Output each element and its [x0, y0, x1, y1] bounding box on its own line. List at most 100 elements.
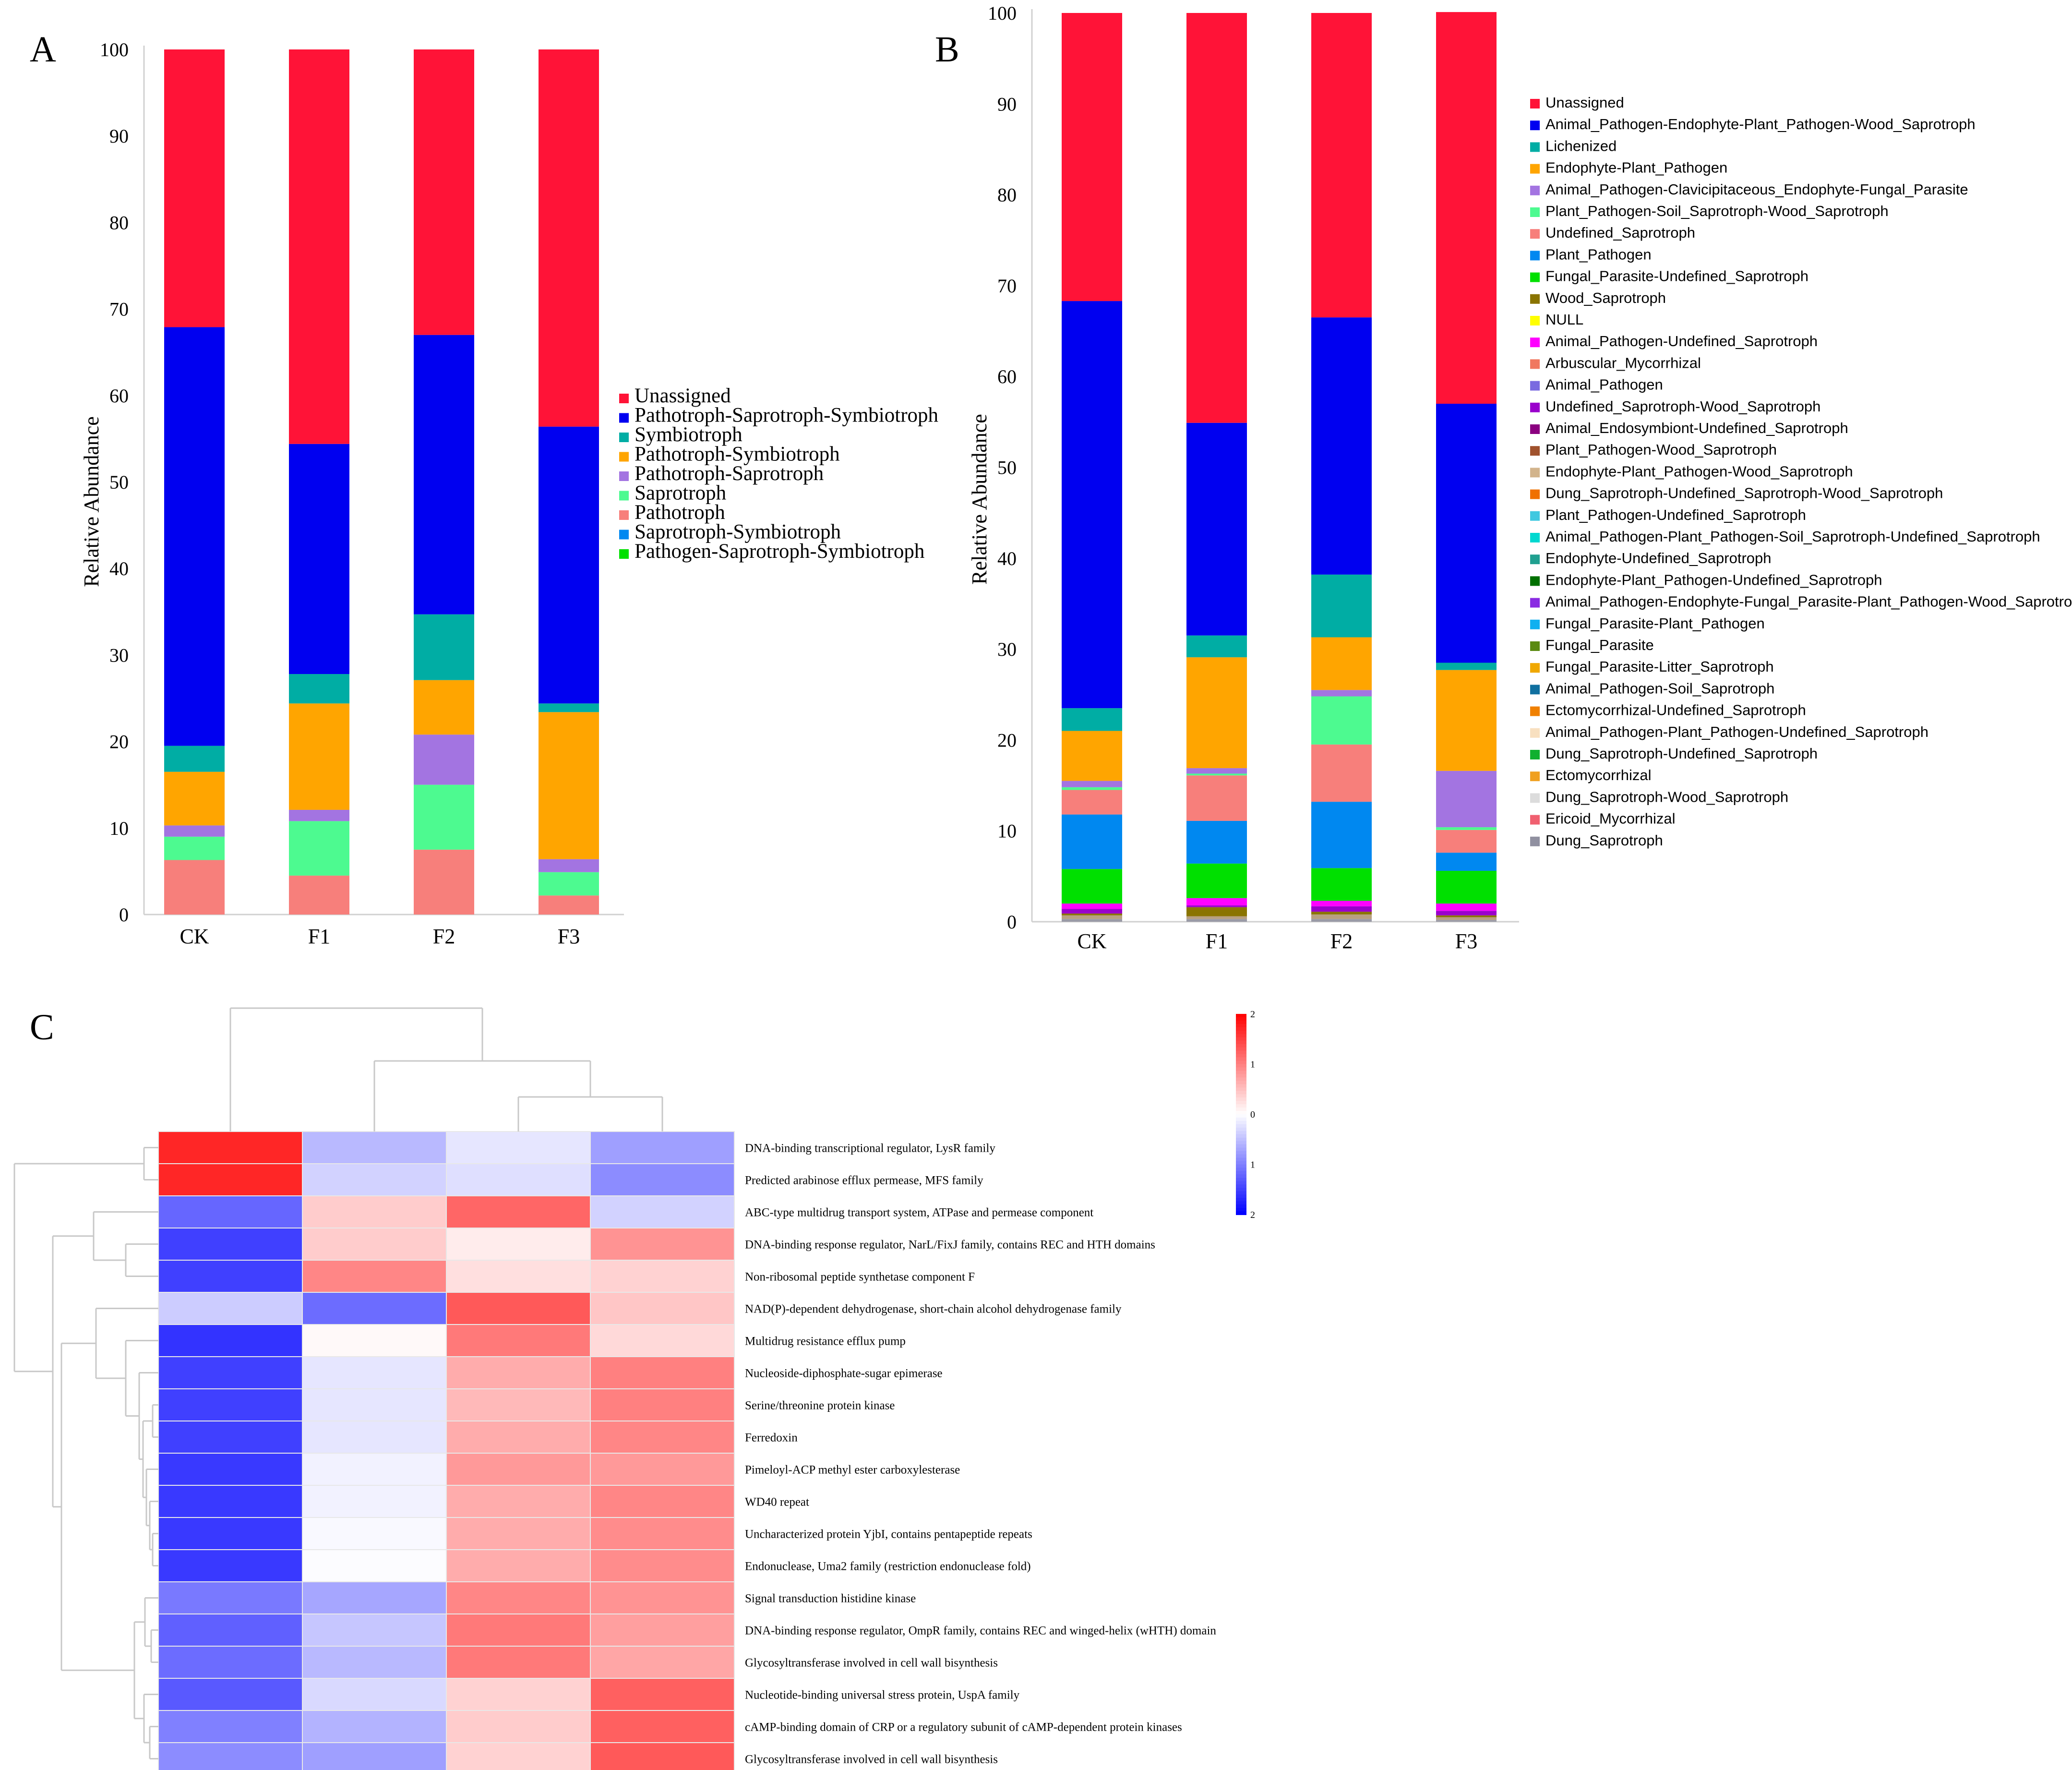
legend-swatch: [1530, 750, 1540, 759]
colorbar-segment: [1236, 1127, 1246, 1132]
heatmap-cell: [590, 1742, 735, 1770]
bar-segment: [1186, 907, 1247, 916]
heatmap-cell: [590, 1581, 735, 1614]
bar-segment: [1186, 13, 1247, 423]
legend-swatch: [1530, 99, 1540, 108]
heatmap-cell: [302, 1517, 447, 1550]
legend-swatch: [619, 452, 629, 462]
y-tick-label: 0: [1007, 911, 1017, 933]
legend-swatch: [1530, 316, 1540, 325]
heatmap-cell: [158, 1292, 303, 1325]
heatmap-cell: [590, 1292, 735, 1325]
bar-segment: [1062, 708, 1122, 731]
legend-label: Animal_Pathogen-Endophyte-Fungal_Parasit…: [1545, 593, 2072, 610]
chart-c-heatmap: DNA-binding transcriptional regulator, L…: [13, 1007, 1255, 1770]
bar-segment: [164, 327, 225, 746]
heatmap-cell: [158, 1421, 303, 1454]
heatmap-row-label: Multidrug resistance efflux pump: [745, 1335, 906, 1348]
colorbar-segment: [1236, 1091, 1246, 1095]
legend-swatch: [1530, 337, 1540, 348]
bar-segment: [289, 49, 349, 444]
legend-label: Fungal_Parasite-Plant_Pathogen: [1545, 615, 1765, 632]
y-tick-label: 90: [997, 93, 1017, 115]
heatmap-row-label: DNA-binding response regulator, OmpR fam…: [745, 1625, 1216, 1638]
bar-segment: [1436, 827, 1497, 830]
legend-swatch: [1530, 706, 1540, 716]
legend-swatch: [1530, 728, 1540, 738]
bar-segment: [414, 784, 474, 850]
colorbar-segment: [1236, 1131, 1246, 1135]
bar-segment: [1186, 657, 1247, 769]
bar-segment: [539, 426, 599, 704]
bar-segment: [414, 49, 474, 335]
colorbar-segment: [1236, 1198, 1246, 1202]
legend-swatch: [1530, 619, 1540, 629]
bar-segment: [1311, 744, 1372, 802]
colorbar-segment: [1236, 1157, 1246, 1162]
heatmap-cell: [590, 1260, 735, 1293]
heatmap-cell: [302, 1581, 447, 1614]
colorbar-segment: [1236, 1208, 1246, 1212]
heatmap-cell: [590, 1485, 735, 1518]
legend-swatch: [1530, 771, 1540, 782]
bar-segment: [1311, 868, 1372, 901]
heatmap-cell: [302, 1292, 447, 1325]
y-tick-label: 80: [997, 184, 1017, 206]
legend-label: Unassigned: [1545, 94, 1624, 111]
heatmap-cell: [158, 1453, 303, 1486]
heatmap-cell: [590, 1356, 735, 1389]
colorbar-segment: [1236, 1097, 1246, 1102]
x-tick-label: F1: [1206, 929, 1228, 953]
colorbar-segment: [1236, 1114, 1246, 1118]
bar-segment: [1186, 905, 1247, 907]
heatmap-cell: [590, 1517, 735, 1550]
y-tick-label: 20: [997, 729, 1017, 751]
bar-segment: [1062, 909, 1122, 914]
heatmap-cell: [158, 1742, 303, 1770]
legend-swatch: [1530, 815, 1540, 825]
heatmap-cell: [302, 1710, 447, 1743]
legend-swatch: [619, 471, 629, 481]
legend-label: Fungal_Parasite-Undefined_Saprotroph: [1545, 268, 1809, 285]
heatmap-cell: [158, 1549, 303, 1582]
bar-segment: [1436, 911, 1497, 915]
bar-segment: [1186, 919, 1247, 922]
legend-swatch: [1530, 663, 1540, 673]
colorbar-segment: [1236, 1141, 1246, 1145]
legend-swatch: [619, 491, 629, 501]
heatmap-cell: [302, 1163, 447, 1196]
colorbar-segment: [1236, 1054, 1246, 1058]
heatmap-cell: [302, 1356, 447, 1389]
legend-swatch: [1530, 793, 1540, 803]
legend-label: Animal_Pathogen: [1545, 376, 1663, 393]
legend-swatch: [1530, 120, 1540, 131]
bar-segment: [1311, 912, 1372, 915]
legend-swatch: [1530, 511, 1540, 521]
bar-segment: [1436, 403, 1497, 663]
y-tick-label: 0: [119, 904, 129, 926]
bar-segment: [1436, 920, 1497, 922]
bar-segment: [414, 734, 474, 785]
legend-label: Saprotroph: [635, 482, 726, 505]
heatmap-row-label: DNA-binding transcriptional regulator, L…: [745, 1142, 995, 1155]
bar-segment: [539, 49, 599, 427]
heatmap-cell: [158, 1678, 303, 1711]
heatmap-cell: [590, 1131, 735, 1164]
x-tick-label: F2: [1330, 929, 1353, 953]
legend-swatch: [1530, 185, 1540, 195]
heatmap-row-label: Nucleotide-binding universal stress prot…: [745, 1689, 1020, 1702]
heatmap-row-label: Pimeloyl-ACP methyl ester carboxylestera…: [745, 1464, 960, 1477]
legend-swatch: [1530, 359, 1540, 369]
legend-label: Animal_Pathogen-Clavicipitaceous_Endophy…: [1545, 181, 1968, 198]
bar-segment: [1311, 690, 1372, 697]
bar-segment: [414, 335, 474, 614]
y-tick-label: 80: [109, 212, 129, 233]
bar-segment: [289, 875, 349, 915]
bar-segment: [1062, 790, 1122, 815]
colorbar-segment: [1236, 1137, 1246, 1142]
y-tick-label: 100: [100, 39, 129, 60]
legend-swatch: [1530, 836, 1540, 846]
bar-segment: [1062, 13, 1122, 301]
y-tick-label: 50: [997, 457, 1017, 479]
heatmap-cell: [302, 1646, 447, 1679]
